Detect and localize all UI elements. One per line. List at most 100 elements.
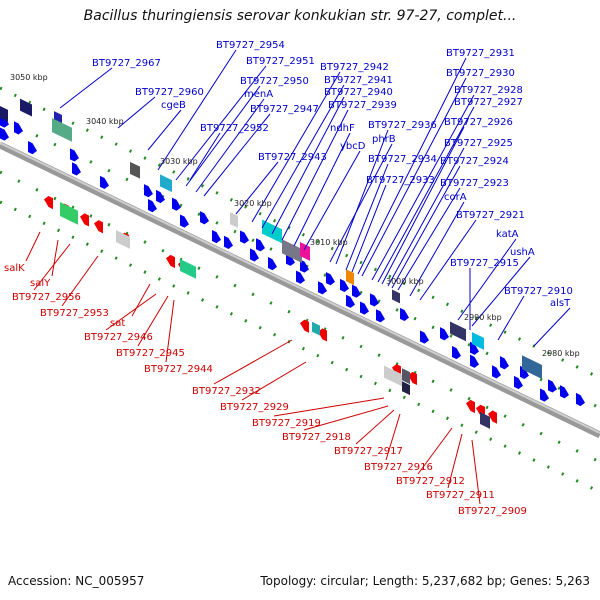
forward-gene-arrow[interactable] (14, 121, 23, 135)
gene-label[interactable]: BT9727_2917 (334, 446, 403, 457)
gene-label[interactable]: ushA (510, 247, 535, 258)
gene-label[interactable]: BT9727_2953 (40, 308, 109, 319)
gene-label[interactable]: BT9727_2931 (446, 48, 515, 59)
gene-box[interactable] (402, 368, 410, 385)
forward-gene-arrow[interactable] (540, 388, 549, 402)
gene-label[interactable]: BT9727_2950 (240, 76, 309, 87)
reverse-gene-arrow[interactable] (488, 410, 497, 424)
forward-gene-arrow[interactable] (514, 375, 523, 390)
gene-label[interactable]: BT9727_2926 (444, 117, 513, 128)
gene-label[interactable]: BT9727_2934 (368, 154, 437, 165)
reverse-gene-arrow[interactable] (300, 319, 309, 333)
forward-gene-arrow[interactable] (180, 214, 189, 228)
forward-gene-arrow[interactable] (148, 199, 157, 213)
gene-label[interactable]: BT9727_2943 (258, 152, 327, 163)
gene-label[interactable]: katA (496, 229, 519, 240)
forward-gene-arrow[interactable] (144, 184, 153, 198)
gene-box[interactable] (20, 98, 32, 117)
forward-gene-arrow[interactable] (200, 211, 209, 225)
gene-label[interactable]: BT9727_2932 (192, 386, 261, 397)
forward-gene-arrow[interactable] (256, 238, 265, 252)
gene-label[interactable]: sat (110, 318, 125, 329)
forward-gene-arrow[interactable] (420, 330, 429, 344)
gene-box[interactable] (384, 365, 402, 387)
gene-label[interactable]: BT9727_2912 (396, 476, 465, 487)
forward-gene-arrow[interactable] (352, 284, 361, 298)
gene-box[interactable] (472, 332, 484, 350)
gene-label[interactable]: BT9727_2927 (454, 97, 523, 108)
forward-gene-arrow[interactable] (156, 189, 165, 204)
forward-gene-arrow[interactable] (240, 230, 249, 244)
gene-box[interactable] (130, 161, 140, 179)
gene-box[interactable] (392, 289, 400, 304)
gene-label[interactable]: BT9727_2954 (216, 40, 285, 51)
gene-label[interactable]: alsT (550, 298, 571, 309)
forward-gene-arrow[interactable] (300, 259, 309, 273)
forward-gene-arrow[interactable] (212, 229, 221, 244)
forward-gene-arrow[interactable] (172, 197, 181, 211)
forward-gene-arrow[interactable] (326, 272, 335, 286)
gene-box[interactable] (312, 321, 320, 336)
gene-label[interactable]: ybcD (340, 141, 366, 152)
forward-gene-arrow[interactable] (360, 301, 369, 315)
gene-label[interactable]: BT9727_2942 (320, 62, 389, 73)
gene-label[interactable]: BT9727_2960 (135, 87, 204, 98)
forward-gene-arrow[interactable] (500, 356, 509, 370)
gene-label[interactable]: BT9727_2933 (366, 175, 435, 186)
gene-label[interactable]: BT9727_2951 (246, 56, 315, 67)
reverse-gene-arrow[interactable] (44, 195, 53, 210)
reverse-gene-arrow[interactable] (166, 254, 175, 269)
gene-box[interactable] (450, 321, 466, 342)
forward-gene-arrow[interactable] (296, 270, 305, 284)
gene-label[interactable]: BT9727_2915 (450, 258, 519, 269)
gene-box[interactable] (116, 230, 130, 249)
forward-gene-arrow[interactable] (548, 379, 557, 393)
forward-gene-arrow[interactable] (250, 248, 259, 262)
gene-label[interactable]: BT9727_2923 (440, 178, 509, 189)
gene-label[interactable]: BT9727_2940 (324, 87, 393, 98)
gene-box[interactable] (0, 106, 8, 122)
reverse-gene-arrow[interactable] (408, 371, 417, 386)
gene-label[interactable]: BT9727_2910 (504, 286, 573, 297)
gene-box[interactable] (480, 412, 490, 429)
gene-box[interactable] (52, 118, 72, 142)
forward-gene-arrow[interactable] (470, 354, 479, 368)
gene-label[interactable]: BT9727_2929 (220, 402, 289, 413)
gene-box[interactable] (230, 212, 238, 229)
forward-gene-arrow[interactable] (346, 294, 355, 308)
gene-box[interactable] (262, 219, 282, 244)
gene-box[interactable] (160, 174, 172, 193)
forward-gene-arrow[interactable] (452, 345, 461, 360)
gene-label[interactable]: salK (4, 263, 25, 274)
gene-label[interactable]: BT9727_2956 (12, 292, 81, 303)
gene-label[interactable]: BT9727_2941 (324, 75, 393, 86)
gene-label[interactable]: BT9727_2916 (364, 462, 433, 473)
gene-box[interactable] (346, 269, 354, 286)
forward-gene-arrow[interactable] (28, 141, 37, 155)
forward-gene-arrow[interactable] (340, 278, 349, 293)
reverse-gene-arrow[interactable] (466, 399, 475, 414)
forward-gene-arrow[interactable] (400, 307, 409, 322)
gene-label[interactable]: BT9727_2909 (458, 506, 527, 517)
gene-label[interactable]: ndhF (330, 123, 355, 134)
gene-label[interactable]: cgeB (161, 100, 186, 111)
gene-label[interactable]: BT9727_2925 (444, 138, 513, 149)
gene-box[interactable] (180, 259, 196, 279)
gene-label[interactable]: BT9727_2952 (200, 123, 269, 134)
gene-label[interactable]: BT9727_2967 (92, 58, 161, 69)
gene-label[interactable]: BT9727_2911 (426, 490, 495, 501)
forward-gene-arrow[interactable] (576, 392, 585, 407)
gene-label[interactable]: BT9727_2946 (84, 332, 153, 343)
reverse-gene-arrow[interactable] (94, 220, 103, 234)
gene-label[interactable]: BT9727_2939 (328, 100, 397, 111)
gene-box[interactable] (300, 242, 310, 261)
gene-box[interactable] (60, 202, 78, 225)
gene-label[interactable]: corA (444, 192, 467, 203)
forward-gene-arrow[interactable] (376, 309, 385, 323)
gene-label[interactable]: menA (244, 89, 273, 100)
forward-gene-arrow[interactable] (268, 257, 277, 271)
reverse-gene-arrow[interactable] (80, 213, 89, 227)
forward-gene-arrow[interactable] (224, 235, 233, 249)
forward-gene-arrow[interactable] (492, 365, 501, 379)
gene-label[interactable]: BT9727_2947 (250, 104, 319, 115)
